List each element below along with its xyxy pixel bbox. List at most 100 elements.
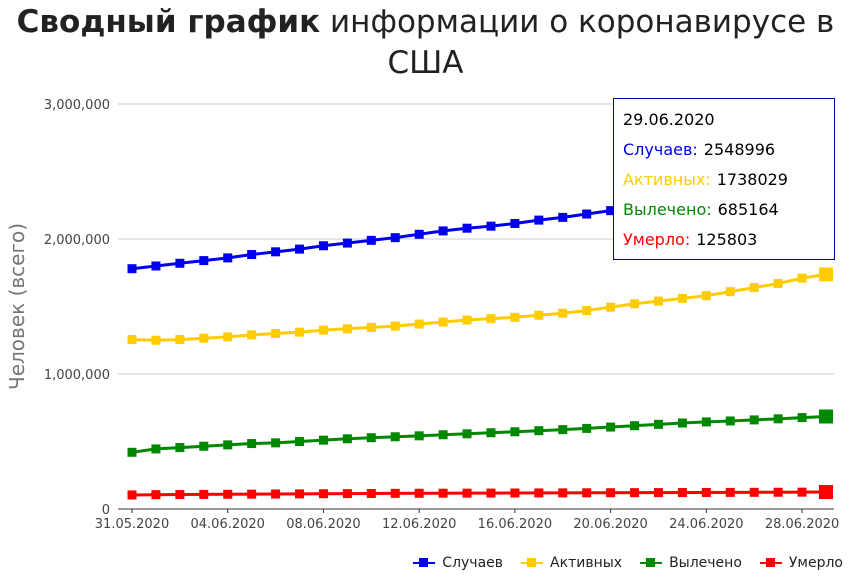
data-point-3 xyxy=(295,489,305,499)
data-point-1 xyxy=(677,293,687,303)
legend-swatch-cases xyxy=(413,558,436,568)
data-point-0 xyxy=(486,221,496,231)
legend-item-recovered[interactable]: Вылечено xyxy=(640,555,742,571)
data-point-2 xyxy=(486,428,496,438)
data-point-2 xyxy=(558,425,568,435)
chart-title-bold: Сводный график xyxy=(16,4,321,40)
data-point-3 xyxy=(701,487,711,497)
tooltip-date: 29.06.2020 xyxy=(623,110,715,129)
data-point-3 xyxy=(797,487,807,497)
data-point-0 xyxy=(390,233,400,243)
data-point-0 xyxy=(151,261,161,271)
y-tick-label: 0 xyxy=(102,503,110,518)
data-point-3 xyxy=(653,488,663,498)
data-point-2 xyxy=(342,434,352,444)
legend-item-active[interactable]: Активных xyxy=(521,555,622,571)
data-point-2 xyxy=(295,437,305,446)
data-point-2 xyxy=(247,439,257,449)
y-axis-label: Человек (всего) xyxy=(5,223,29,390)
data-point-0 xyxy=(606,206,616,216)
data-point-2 xyxy=(318,435,328,445)
data-point-0 xyxy=(582,209,592,219)
data-point-1 xyxy=(223,332,233,342)
data-point-1 xyxy=(127,335,137,345)
legend-swatch-deaths xyxy=(759,558,782,568)
data-point-1 xyxy=(653,296,663,306)
data-point-3 xyxy=(630,488,640,498)
chart-legend: Случаев Активных Вылечено Умерло xyxy=(413,555,843,571)
data-point-1 xyxy=(462,315,472,325)
data-point-3 xyxy=(462,488,472,498)
x-tick-label: 16.06.2020 xyxy=(478,517,552,532)
data-point-3 xyxy=(558,488,568,498)
data-point-3 xyxy=(390,488,400,498)
x-tick-label: 12.06.2020 xyxy=(382,517,456,532)
y-tick-label: 2,000,000 xyxy=(44,233,110,248)
data-point-0 xyxy=(438,226,448,236)
data-point-2 xyxy=(606,422,616,432)
data-point-3 xyxy=(510,488,520,498)
x-tick-label: 31.05.2020 xyxy=(95,517,169,532)
x-tick-label: 08.06.2020 xyxy=(286,517,360,532)
series-line-1 xyxy=(131,272,827,342)
data-point-0 xyxy=(318,241,328,251)
data-point-3 xyxy=(749,487,759,497)
data-point-1 xyxy=(247,330,257,340)
data-point-2 xyxy=(462,429,472,439)
data-point-2 xyxy=(390,432,400,442)
tooltip-deaths-value: 125803 xyxy=(696,230,758,249)
data-point-1 xyxy=(295,327,305,337)
data-point-2 xyxy=(653,419,663,429)
legend-swatch-recovered xyxy=(640,558,663,568)
data-point-2 xyxy=(749,415,759,425)
data-point-0 xyxy=(510,218,520,228)
data-point-2 xyxy=(677,418,687,428)
y-tick-label: 3,000,000 xyxy=(44,98,110,113)
data-point-0 xyxy=(342,238,352,248)
data-point-3 xyxy=(606,488,616,498)
legend-label-recovered: Вылечено xyxy=(669,555,742,571)
data-point-1 xyxy=(414,319,424,329)
tooltip-deaths-label: Умерло: xyxy=(623,230,691,249)
data-point-1 xyxy=(486,314,496,324)
tooltip-recovered-value: 685164 xyxy=(717,200,779,219)
data-point-2 xyxy=(151,444,161,454)
legend-item-cases[interactable]: Случаев xyxy=(413,555,503,571)
data-point-0 xyxy=(366,235,376,245)
chart-title: Сводный график информации о коронавирусе… xyxy=(0,2,851,84)
data-point-3 xyxy=(582,488,592,498)
data-point-1 xyxy=(701,291,711,301)
tooltip-row-active: Активных: 1738029 xyxy=(623,169,834,199)
data-point-1 xyxy=(797,273,807,283)
data-point-3 xyxy=(271,489,281,499)
data-point-3 xyxy=(438,488,448,498)
data-point-0 xyxy=(414,229,424,239)
tooltip-row-cases: Случаев: 2548996 xyxy=(623,139,834,169)
data-point-3 xyxy=(366,488,376,498)
series-line-3 xyxy=(131,490,827,497)
tooltip-recovered-label: Вылечено: xyxy=(623,200,712,219)
data-point-1 xyxy=(534,310,544,320)
data-point-2 xyxy=(199,441,209,451)
data-point-1 xyxy=(606,302,616,312)
series-line-2 xyxy=(131,415,827,454)
legend-label-cases: Случаев xyxy=(442,555,504,571)
tooltip-row-recovered: Вылечено: 685164 xyxy=(623,199,834,229)
data-point-1 xyxy=(819,267,833,282)
data-point-2 xyxy=(630,421,640,431)
data-point-3 xyxy=(486,488,496,498)
data-point-1 xyxy=(175,335,185,345)
data-point-2 xyxy=(127,447,137,457)
data-point-1 xyxy=(438,317,448,327)
data-point-1 xyxy=(582,306,592,316)
data-point-2 xyxy=(819,409,833,424)
data-point-2 xyxy=(438,430,448,440)
legend-item-deaths[interactable]: Умерло xyxy=(759,555,843,571)
data-point-2 xyxy=(175,443,185,453)
hover-tooltip: 29.06.2020 Случаев: 2548996 Активных: 1738… xyxy=(613,98,835,260)
chart-title-rest: информации о коронавирусе в США xyxy=(320,4,835,81)
data-point-1 xyxy=(749,283,759,293)
data-point-0 xyxy=(127,264,137,274)
data-point-3 xyxy=(725,487,735,497)
